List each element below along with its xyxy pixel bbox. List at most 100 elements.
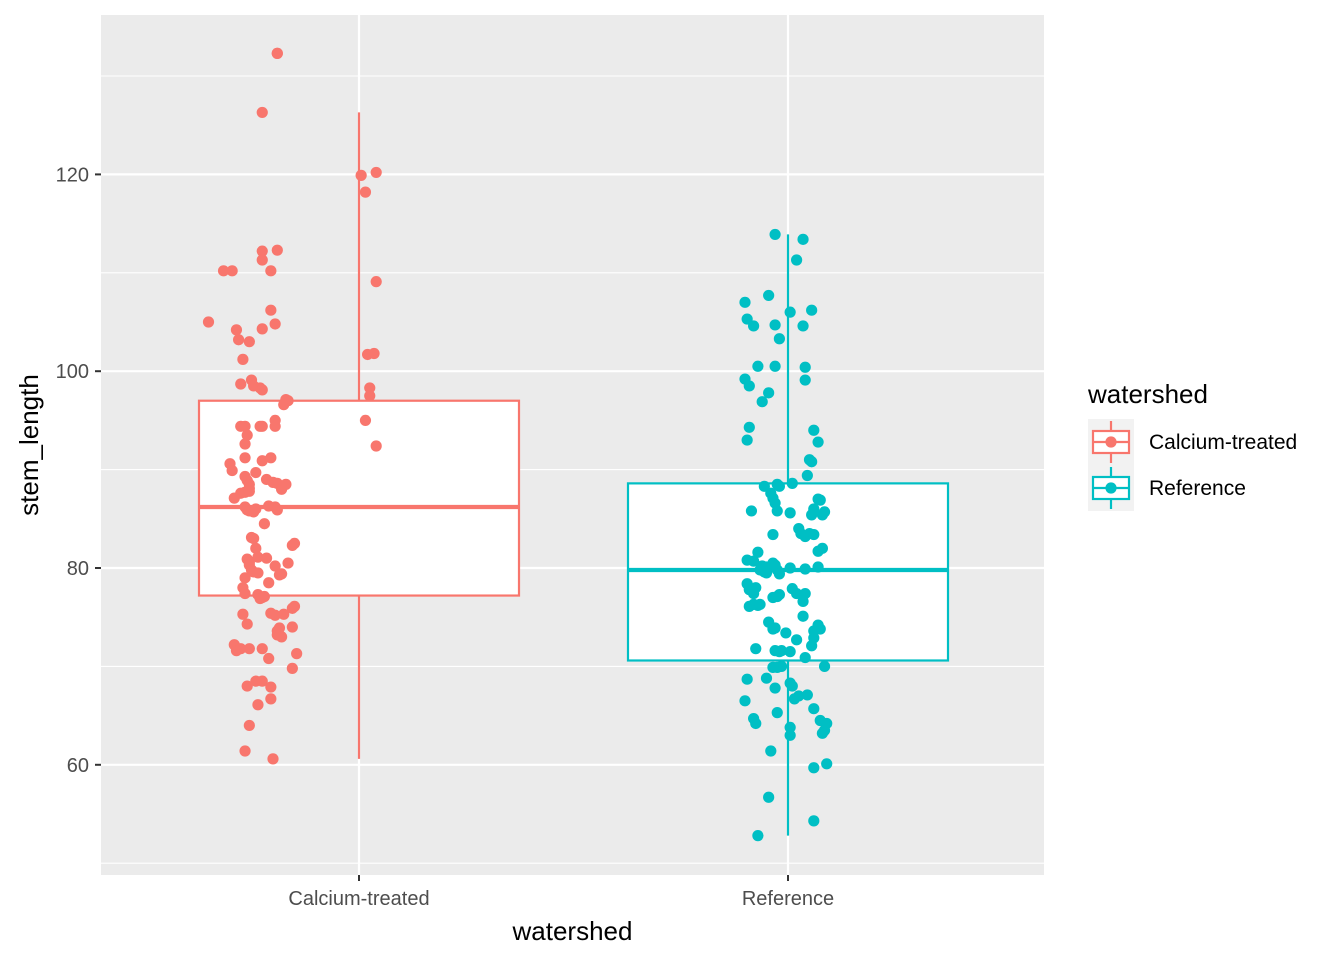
y-tick-label: 100 bbox=[56, 361, 89, 383]
data-point bbox=[239, 572, 251, 584]
data-point bbox=[241, 429, 253, 441]
data-point bbox=[784, 562, 796, 574]
data-point bbox=[806, 304, 818, 316]
legend-key: Reference bbox=[1088, 465, 1246, 511]
data-point bbox=[370, 276, 382, 288]
data-point bbox=[773, 588, 786, 601]
data-point bbox=[808, 762, 820, 774]
data-point bbox=[769, 622, 781, 634]
data-point bbox=[243, 719, 255, 732]
data-point bbox=[256, 323, 268, 335]
data-point bbox=[771, 707, 783, 719]
legend-keys: Calcium-treated Reference bbox=[1088, 419, 1297, 511]
data-point bbox=[797, 233, 809, 245]
data-point bbox=[217, 265, 230, 277]
data-point bbox=[265, 265, 277, 277]
data-point bbox=[773, 480, 786, 492]
data-point bbox=[752, 830, 764, 842]
data-point bbox=[775, 660, 788, 672]
data-point bbox=[775, 645, 788, 657]
data-point bbox=[748, 555, 760, 567]
data-point bbox=[355, 169, 367, 181]
data-point bbox=[743, 380, 755, 392]
data-point bbox=[763, 387, 775, 399]
data-point bbox=[801, 469, 813, 482]
data-point bbox=[256, 245, 268, 257]
legend: watershed Calcium-treated Reference bbox=[1087, 379, 1297, 511]
data-point bbox=[763, 289, 775, 302]
data-point bbox=[280, 478, 292, 490]
data-point bbox=[818, 660, 831, 672]
data-point bbox=[263, 652, 275, 665]
legend-title: watershed bbox=[1087, 379, 1208, 409]
data-point bbox=[791, 254, 803, 266]
data-point bbox=[286, 621, 298, 633]
legend-key-point bbox=[1105, 482, 1117, 494]
data-point bbox=[269, 560, 281, 572]
data-point bbox=[237, 608, 249, 620]
data-point bbox=[263, 577, 275, 589]
data-point bbox=[226, 464, 238, 477]
data-point bbox=[812, 561, 824, 573]
data-point bbox=[252, 567, 264, 579]
data-point bbox=[797, 320, 809, 332]
data-point bbox=[256, 106, 268, 119]
data-point bbox=[239, 420, 251, 432]
data-point bbox=[250, 503, 262, 515]
data-point bbox=[233, 334, 245, 346]
data-point bbox=[241, 618, 253, 630]
data-point bbox=[291, 648, 303, 660]
data-point bbox=[278, 608, 290, 620]
data-point bbox=[793, 690, 805, 702]
data-point bbox=[771, 505, 783, 517]
data-point bbox=[276, 631, 288, 643]
data-point bbox=[739, 296, 751, 308]
data-point bbox=[760, 567, 773, 579]
data-point bbox=[814, 494, 826, 506]
data-point bbox=[235, 378, 247, 390]
data-point bbox=[756, 396, 768, 408]
data-point bbox=[280, 394, 292, 406]
data-point bbox=[799, 651, 811, 664]
data-point bbox=[370, 440, 382, 452]
x-axis-title: watershed bbox=[512, 916, 633, 946]
legend-key-point bbox=[1105, 436, 1117, 448]
data-point bbox=[799, 374, 811, 386]
data-point bbox=[814, 623, 826, 635]
data-point bbox=[760, 672, 773, 684]
x-tick-label: Reference bbox=[742, 888, 834, 910]
data-point bbox=[808, 815, 820, 827]
data-point bbox=[801, 689, 813, 701]
data-point bbox=[818, 506, 831, 518]
data-point bbox=[750, 582, 762, 594]
data-point bbox=[808, 424, 820, 436]
data-point bbox=[230, 324, 243, 336]
y-tick-label: 60 bbox=[67, 755, 89, 777]
data-point bbox=[241, 680, 253, 692]
data-point bbox=[288, 537, 301, 549]
data-point bbox=[799, 587, 811, 600]
data-point bbox=[767, 528, 779, 541]
data-point bbox=[269, 609, 281, 621]
data-point bbox=[806, 640, 818, 652]
data-point bbox=[362, 348, 374, 361]
data-point bbox=[773, 333, 786, 345]
data-point bbox=[276, 568, 288, 580]
data-point bbox=[767, 661, 779, 673]
data-point bbox=[750, 717, 762, 730]
data-point bbox=[235, 643, 247, 655]
data-point bbox=[745, 505, 758, 517]
data-point bbox=[239, 438, 251, 450]
data-point bbox=[288, 600, 301, 612]
data-point bbox=[243, 485, 255, 497]
data-point bbox=[271, 504, 283, 516]
data-point bbox=[769, 682, 781, 694]
x-tick-label: Calcium-treated bbox=[288, 888, 429, 910]
data-point bbox=[226, 265, 238, 277]
y-tick-label: 120 bbox=[56, 164, 89, 186]
data-point bbox=[786, 680, 798, 692]
data-point bbox=[359, 414, 372, 427]
legend-key: Calcium-treated bbox=[1088, 419, 1297, 465]
data-point bbox=[750, 643, 762, 655]
